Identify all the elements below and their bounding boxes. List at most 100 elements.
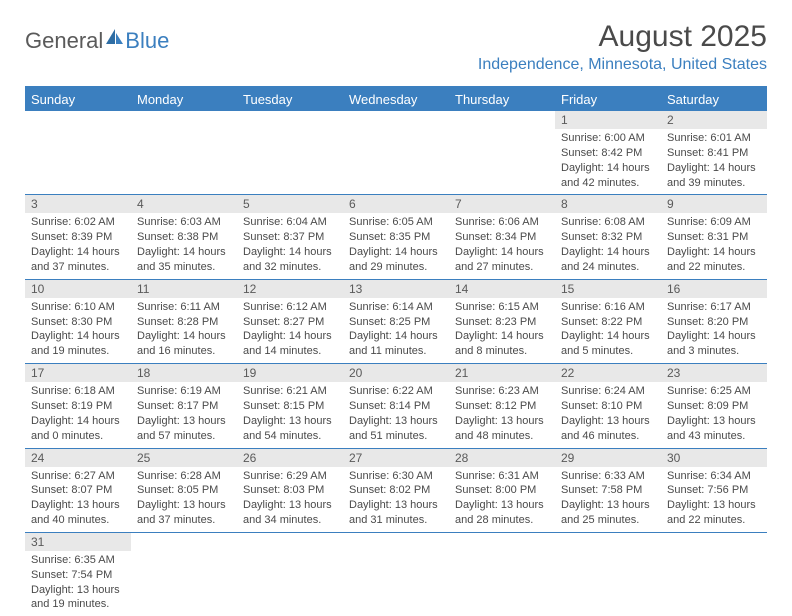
page-header: General Blue August 2025 Independence, M… [25, 20, 767, 74]
calendar-day-cell [343, 111, 449, 195]
sunrise-text: Sunrise: 6:00 AM [561, 131, 655, 146]
calendar-day-cell: 20Sunrise: 6:22 AMSunset: 8:14 PMDayligh… [343, 364, 449, 448]
sunrise-text: Sunrise: 6:01 AM [667, 131, 761, 146]
daylight-text: Daylight: 14 hours and 27 minutes. [455, 245, 549, 275]
day-number: 6 [343, 195, 449, 213]
day-number: 7 [449, 195, 555, 213]
calendar-day-cell: 24Sunrise: 6:27 AMSunset: 8:07 PMDayligh… [25, 448, 131, 532]
calendar-day-cell [237, 532, 343, 616]
calendar-week-row: 3Sunrise: 6:02 AMSunset: 8:39 PMDaylight… [25, 195, 767, 279]
day-info: Sunrise: 6:34 AMSunset: 7:56 PMDaylight:… [661, 467, 767, 532]
sunrise-text: Sunrise: 6:22 AM [349, 384, 443, 399]
title-block: August 2025 Independence, Minnesota, Uni… [478, 20, 767, 74]
sunrise-text: Sunrise: 6:28 AM [137, 469, 231, 484]
day-header: Thursday [449, 87, 555, 111]
calendar-day-cell: 16Sunrise: 6:17 AMSunset: 8:20 PMDayligh… [661, 279, 767, 363]
day-number: 20 [343, 364, 449, 382]
daylight-text: Daylight: 14 hours and 42 minutes. [561, 161, 655, 191]
day-number: 29 [555, 449, 661, 467]
day-info: Sunrise: 6:21 AMSunset: 8:15 PMDaylight:… [237, 382, 343, 447]
day-number: 22 [555, 364, 661, 382]
day-info: Sunrise: 6:08 AMSunset: 8:32 PMDaylight:… [555, 213, 661, 278]
sunset-text: Sunset: 8:30 PM [31, 315, 125, 330]
calendar-day-cell [555, 532, 661, 616]
day-number: 24 [25, 449, 131, 467]
logo-text-1: General [25, 28, 103, 54]
sunrise-text: Sunrise: 6:18 AM [31, 384, 125, 399]
calendar-day-cell [343, 532, 449, 616]
daylight-text: Daylight: 14 hours and 16 minutes. [137, 329, 231, 359]
calendar-day-cell: 13Sunrise: 6:14 AMSunset: 8:25 PMDayligh… [343, 279, 449, 363]
sunset-text: Sunset: 8:25 PM [349, 315, 443, 330]
day-info: Sunrise: 6:29 AMSunset: 8:03 PMDaylight:… [237, 467, 343, 532]
calendar-week-row: 10Sunrise: 6:10 AMSunset: 8:30 PMDayligh… [25, 279, 767, 363]
day-header: Tuesday [237, 87, 343, 111]
day-info: Sunrise: 6:15 AMSunset: 8:23 PMDaylight:… [449, 298, 555, 363]
daylight-text: Daylight: 14 hours and 14 minutes. [243, 329, 337, 359]
sunrise-text: Sunrise: 6:11 AM [137, 300, 231, 315]
sunrise-text: Sunrise: 6:12 AM [243, 300, 337, 315]
sunrise-text: Sunrise: 6:23 AM [455, 384, 549, 399]
daylight-text: Daylight: 14 hours and 8 minutes. [455, 329, 549, 359]
day-info: Sunrise: 6:02 AMSunset: 8:39 PMDaylight:… [25, 213, 131, 278]
sunrise-text: Sunrise: 6:17 AM [667, 300, 761, 315]
day-number: 17 [25, 364, 131, 382]
calendar-body: 1Sunrise: 6:00 AMSunset: 8:42 PMDaylight… [25, 111, 767, 616]
day-info: Sunrise: 6:06 AMSunset: 8:34 PMDaylight:… [449, 213, 555, 278]
daylight-text: Daylight: 14 hours and 3 minutes. [667, 329, 761, 359]
day-number: 27 [343, 449, 449, 467]
day-number: 16 [661, 280, 767, 298]
sunrise-text: Sunrise: 6:14 AM [349, 300, 443, 315]
daylight-text: Daylight: 13 hours and 37 minutes. [137, 498, 231, 528]
sunset-text: Sunset: 8:14 PM [349, 399, 443, 414]
sunrise-text: Sunrise: 6:16 AM [561, 300, 655, 315]
calendar-day-cell: 26Sunrise: 6:29 AMSunset: 8:03 PMDayligh… [237, 448, 343, 532]
location-subtitle: Independence, Minnesota, United States [478, 56, 767, 74]
day-info: Sunrise: 6:14 AMSunset: 8:25 PMDaylight:… [343, 298, 449, 363]
day-number: 26 [237, 449, 343, 467]
sunset-text: Sunset: 8:02 PM [349, 483, 443, 498]
calendar-day-cell: 11Sunrise: 6:11 AMSunset: 8:28 PMDayligh… [131, 279, 237, 363]
sunset-text: Sunset: 8:35 PM [349, 230, 443, 245]
day-info: Sunrise: 6:31 AMSunset: 8:00 PMDaylight:… [449, 467, 555, 532]
sunset-text: Sunset: 8:32 PM [561, 230, 655, 245]
calendar-day-cell: 7Sunrise: 6:06 AMSunset: 8:34 PMDaylight… [449, 195, 555, 279]
day-info: Sunrise: 6:10 AMSunset: 8:30 PMDaylight:… [25, 298, 131, 363]
day-number: 14 [449, 280, 555, 298]
sunset-text: Sunset: 8:31 PM [667, 230, 761, 245]
daylight-text: Daylight: 13 hours and 25 minutes. [561, 498, 655, 528]
sunset-text: Sunset: 7:54 PM [31, 568, 125, 583]
day-number: 4 [131, 195, 237, 213]
sunrise-text: Sunrise: 6:24 AM [561, 384, 655, 399]
calendar-day-cell: 31Sunrise: 6:35 AMSunset: 7:54 PMDayligh… [25, 532, 131, 616]
calendar-day-cell: 25Sunrise: 6:28 AMSunset: 8:05 PMDayligh… [131, 448, 237, 532]
daylight-text: Daylight: 13 hours and 54 minutes. [243, 414, 337, 444]
daylight-text: Daylight: 13 hours and 19 minutes. [31, 583, 125, 613]
daylight-text: Daylight: 14 hours and 32 minutes. [243, 245, 337, 275]
sunset-text: Sunset: 8:37 PM [243, 230, 337, 245]
calendar-day-cell [449, 532, 555, 616]
daylight-text: Daylight: 13 hours and 48 minutes. [455, 414, 549, 444]
sunrise-text: Sunrise: 6:08 AM [561, 215, 655, 230]
daylight-text: Daylight: 14 hours and 37 minutes. [31, 245, 125, 275]
sunrise-text: Sunrise: 6:21 AM [243, 384, 337, 399]
sunset-text: Sunset: 8:00 PM [455, 483, 549, 498]
day-header: Monday [131, 87, 237, 111]
sunrise-text: Sunrise: 6:30 AM [349, 469, 443, 484]
calendar-day-cell: 8Sunrise: 6:08 AMSunset: 8:32 PMDaylight… [555, 195, 661, 279]
day-number: 1 [555, 111, 661, 129]
calendar-day-cell: 2Sunrise: 6:01 AMSunset: 8:41 PMDaylight… [661, 111, 767, 195]
day-info: Sunrise: 6:25 AMSunset: 8:09 PMDaylight:… [661, 382, 767, 447]
sunrise-text: Sunrise: 6:09 AM [667, 215, 761, 230]
sunset-text: Sunset: 7:56 PM [667, 483, 761, 498]
daylight-text: Daylight: 13 hours and 22 minutes. [667, 498, 761, 528]
daylight-text: Daylight: 13 hours and 40 minutes. [31, 498, 125, 528]
day-number: 12 [237, 280, 343, 298]
day-number: 3 [25, 195, 131, 213]
day-number: 18 [131, 364, 237, 382]
sunset-text: Sunset: 8:15 PM [243, 399, 337, 414]
day-header: Wednesday [343, 87, 449, 111]
sunrise-text: Sunrise: 6:15 AM [455, 300, 549, 315]
calendar-day-cell: 3Sunrise: 6:02 AMSunset: 8:39 PMDaylight… [25, 195, 131, 279]
sunrise-text: Sunrise: 6:25 AM [667, 384, 761, 399]
